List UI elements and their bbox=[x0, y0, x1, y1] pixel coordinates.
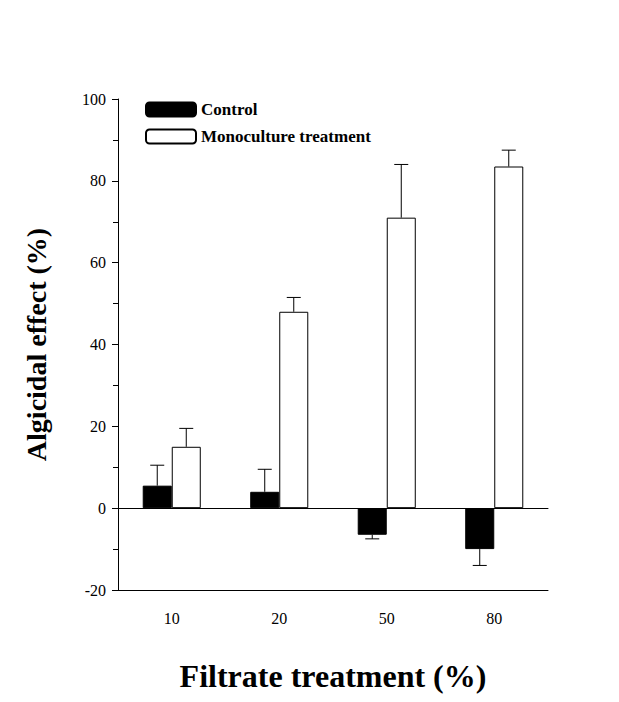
svg-text:20: 20 bbox=[271, 610, 287, 627]
svg-text:Control: Control bbox=[201, 100, 258, 119]
svg-text:80: 80 bbox=[90, 172, 106, 189]
svg-text:10: 10 bbox=[164, 610, 180, 627]
svg-text:-20: -20 bbox=[85, 582, 106, 599]
svg-text:Algicidal effect (%): Algicidal effect (%) bbox=[21, 228, 52, 461]
svg-text:60: 60 bbox=[90, 254, 106, 271]
svg-text:Filtrate treatment (%): Filtrate treatment (%) bbox=[180, 658, 487, 694]
svg-text:Monoculture treatment: Monoculture treatment bbox=[201, 127, 371, 146]
svg-text:80: 80 bbox=[486, 610, 502, 627]
svg-text:0: 0 bbox=[98, 500, 106, 517]
svg-text:100: 100 bbox=[82, 91, 106, 108]
svg-text:20: 20 bbox=[90, 418, 106, 435]
svg-text:40: 40 bbox=[90, 336, 106, 353]
svg-text:50: 50 bbox=[379, 610, 395, 627]
